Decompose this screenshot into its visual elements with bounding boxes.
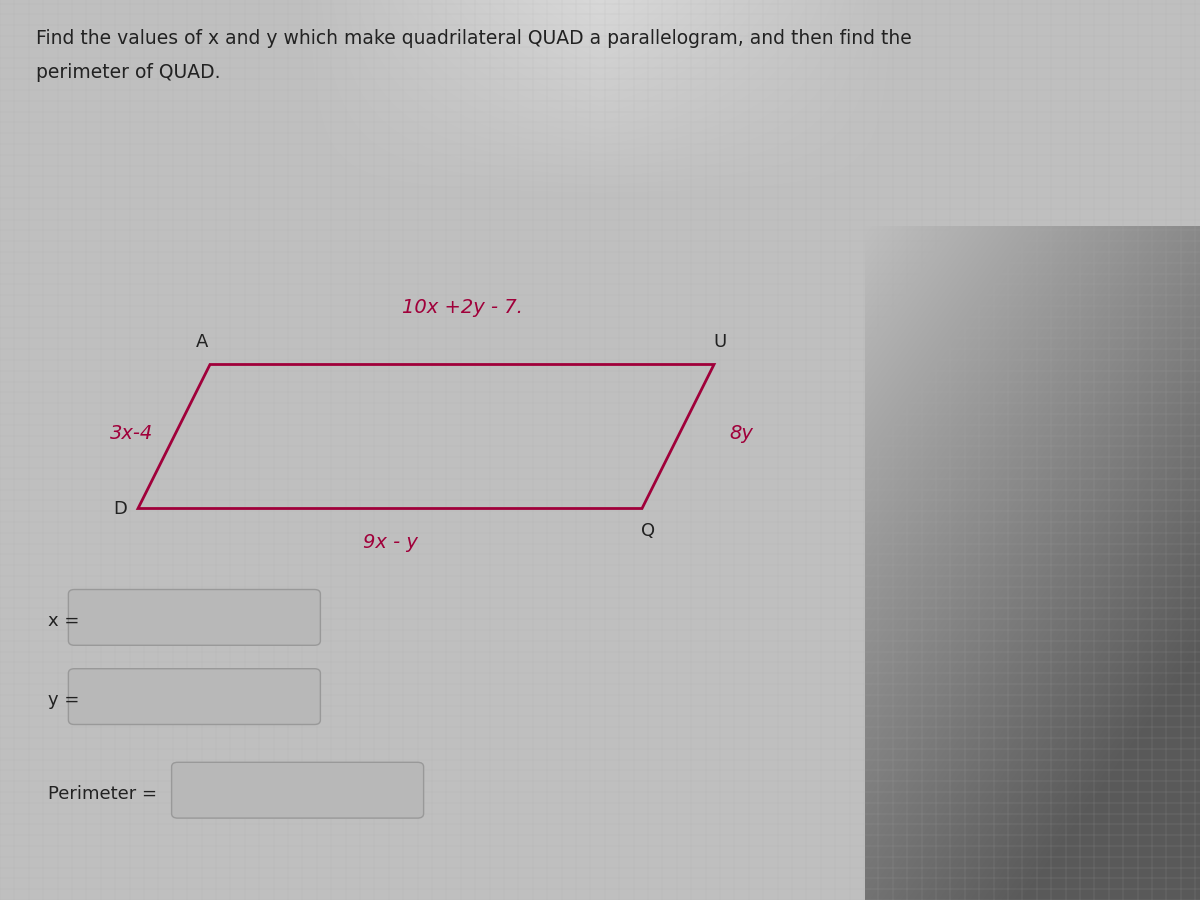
Text: perimeter of QUAD.: perimeter of QUAD.: [36, 63, 221, 82]
Text: 9x - y: 9x - y: [362, 533, 418, 552]
FancyBboxPatch shape: [172, 762, 424, 818]
Text: Perimeter =: Perimeter =: [48, 785, 157, 803]
Text: U: U: [713, 333, 727, 351]
Text: 8y: 8y: [730, 424, 754, 444]
Text: 3x-4: 3x-4: [110, 424, 154, 444]
Text: D: D: [113, 500, 127, 518]
FancyBboxPatch shape: [68, 669, 320, 725]
Text: A: A: [196, 333, 208, 351]
Text: Find the values of x and y which make quadrilateral QUAD a parallelogram, and th: Find the values of x and y which make qu…: [36, 29, 912, 48]
Text: 10x +2y - 7.: 10x +2y - 7.: [402, 298, 522, 317]
Text: x =: x =: [48, 612, 79, 630]
FancyBboxPatch shape: [68, 590, 320, 645]
Text: y =: y =: [48, 691, 79, 709]
Text: Q: Q: [641, 522, 655, 540]
